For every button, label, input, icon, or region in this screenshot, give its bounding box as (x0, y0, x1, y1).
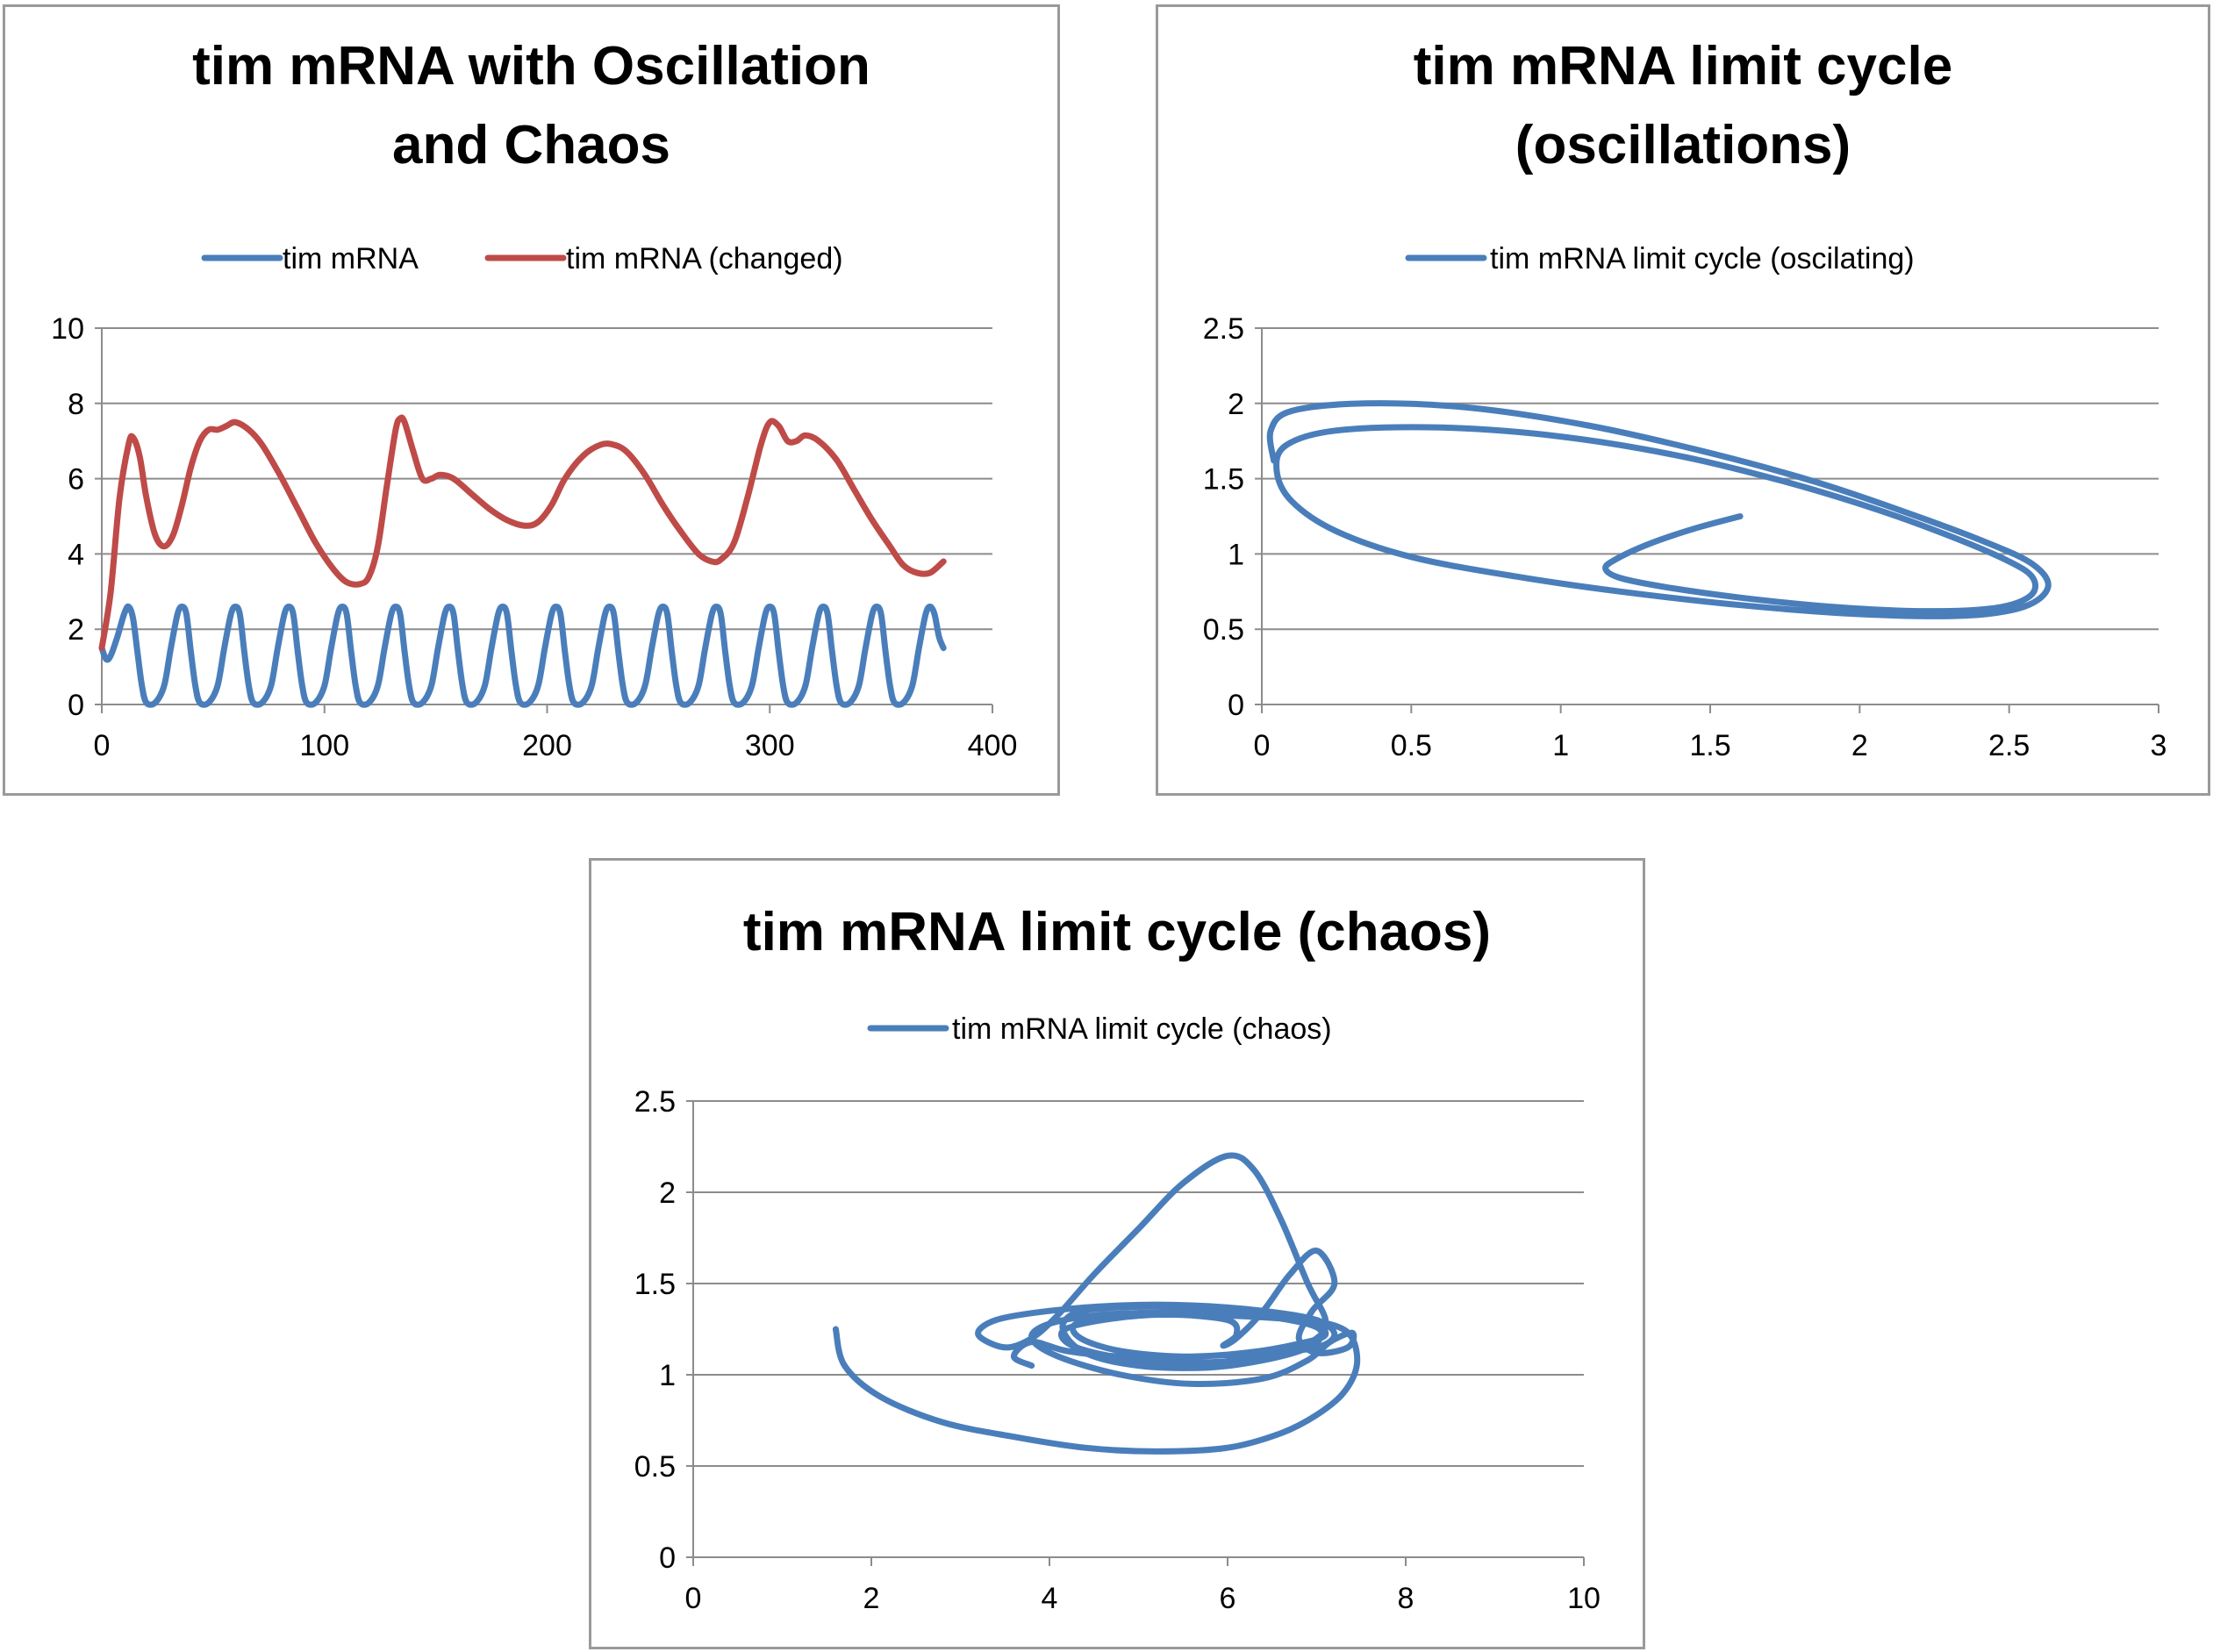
y-tick-label: 10 (51, 312, 84, 346)
x-tick-label: 4 (1042, 1582, 1058, 1615)
x-tick-label: 10 (1567, 1582, 1601, 1615)
y-tick-label: 0 (68, 689, 84, 722)
x-tick-label: 6 (1220, 1582, 1236, 1615)
chart-title: tim mRNA limit cycle (chaos) (743, 902, 1491, 962)
x-tick-label: 2.5 (1988, 729, 2030, 762)
series-line-2 (98, 414, 947, 652)
x-tick-label: 0 (685, 1582, 702, 1615)
y-tick-label: 1.5 (1203, 463, 1244, 497)
x-tick-label: 3 (2151, 729, 2167, 762)
legend-entry: tim mRNA (changed) (566, 242, 843, 275)
legend-entry: tim mRNA limit cycle (chaos) (952, 1012, 1332, 1046)
y-tick-label: 0 (659, 1541, 676, 1575)
y-tick-label: 8 (68, 388, 84, 421)
chart-svg-limit-cycle-oscillations: tim mRNA limit cycle (oscillations) tim mR… (1203, 36, 2167, 762)
chart-panel-timeseries: tim mRNA with Oscillation and Chaos tim mR… (3, 4, 1060, 796)
x-tick-label: 300 (745, 729, 795, 762)
x-tick-label: 1 (1552, 729, 1569, 762)
x-tick-label: 2 (863, 1582, 880, 1615)
y-tick-label: 4 (68, 538, 84, 571)
x-tick-label: 0 (94, 729, 111, 762)
y-tick-label: 2.5 (634, 1085, 676, 1119)
chart-svg-limit-cycle-chaos: tim mRNA limit cycle (chaos) tim mRNA lim… (634, 902, 1601, 1615)
x-tick-label: 200 (522, 729, 572, 762)
x-tick-label: 400 (968, 729, 1018, 762)
chart-svg-timeseries: tim mRNA with Oscillation and Chaos tim mR… (51, 36, 1018, 762)
x-tick-label: 1.5 (1689, 729, 1730, 762)
series-line-1 (832, 1152, 1361, 1455)
y-tick-label: 2 (1228, 388, 1244, 421)
legend-entry: tim mRNA (283, 242, 419, 275)
y-tick-label: 2.5 (1203, 312, 1244, 346)
chart-title: (oscillations) (1515, 115, 1851, 175)
legend-entry: tim mRNA limit cycle (oscilating) (1490, 242, 1915, 275)
y-tick-label: 0 (1228, 689, 1244, 722)
chart-title: tim mRNA with Oscillation (192, 36, 870, 97)
y-tick-label: 1 (659, 1359, 676, 1392)
chart-title: tim mRNA limit cycle (1414, 36, 1952, 97)
x-tick-label: 8 (1398, 1582, 1414, 1615)
chart-panel-limit-cycle-chaos: tim mRNA limit cycle (chaos) tim mRNA lim… (589, 858, 1645, 1649)
y-tick-label: 2 (659, 1176, 676, 1210)
y-tick-label: 2 (68, 613, 84, 647)
chart-title: and Chaos (392, 115, 670, 175)
y-tick-label: 0.5 (634, 1450, 676, 1484)
x-tick-label: 0.5 (1391, 729, 1432, 762)
y-tick-label: 1 (1228, 538, 1244, 571)
x-tick-label: 0 (1254, 729, 1271, 762)
x-tick-label: 100 (299, 729, 349, 762)
x-tick-label: 2 (1851, 729, 1868, 762)
y-tick-label: 1.5 (634, 1268, 676, 1301)
chart-panel-limit-cycle-oscillations: tim mRNA limit cycle (oscillations) tim mR… (1156, 4, 2210, 796)
series-line-1 (98, 603, 947, 708)
series-line-1 (1266, 400, 2052, 619)
y-tick-label: 6 (68, 463, 84, 497)
y-tick-label: 0.5 (1203, 613, 1244, 647)
